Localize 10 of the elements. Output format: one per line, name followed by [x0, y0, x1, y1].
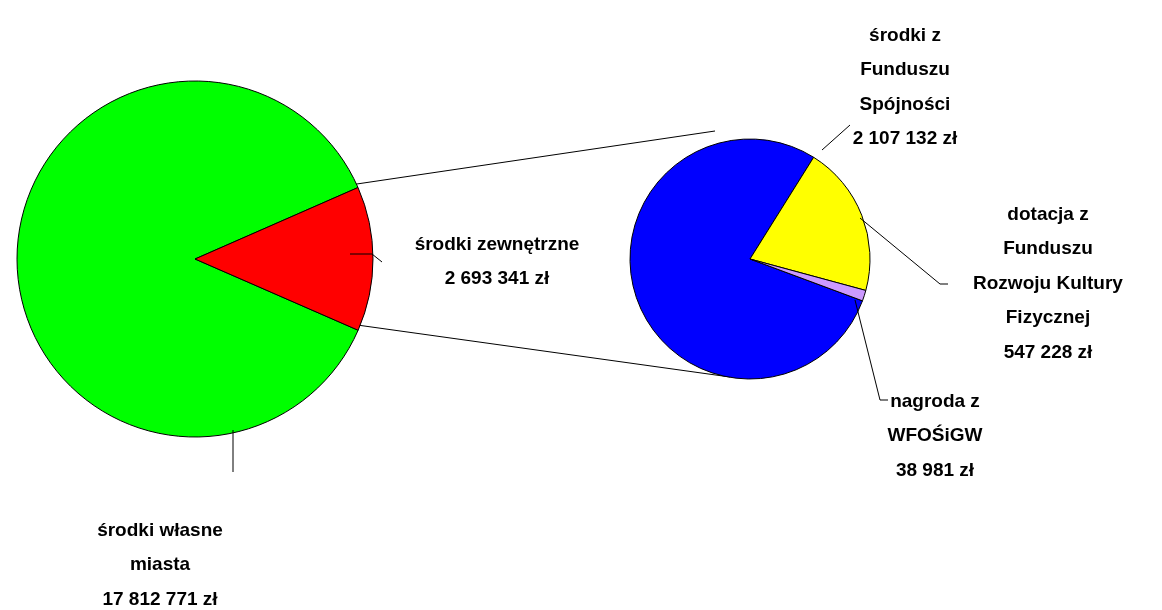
slice-label: środki zewnętrzne [414, 232, 580, 254]
data-label: 547 228 zł [1003, 340, 1094, 362]
data-label: 38 981 zł [895, 458, 975, 480]
data-label: 2 693 341 zł [444, 267, 551, 288]
data-label: 17 812 771 zł [102, 587, 219, 609]
slice-label: środki własne miasta [97, 518, 223, 574]
slice-label: środki z Funduszu Spójności [859, 23, 951, 114]
slice-label: dotacja z Funduszu Rozwoju Kultury Fizycznej [973, 202, 1124, 327]
slice-label: nagroda z WFOŚiGW [887, 389, 983, 445]
data-label: 2 107 132 zł [852, 127, 959, 148]
